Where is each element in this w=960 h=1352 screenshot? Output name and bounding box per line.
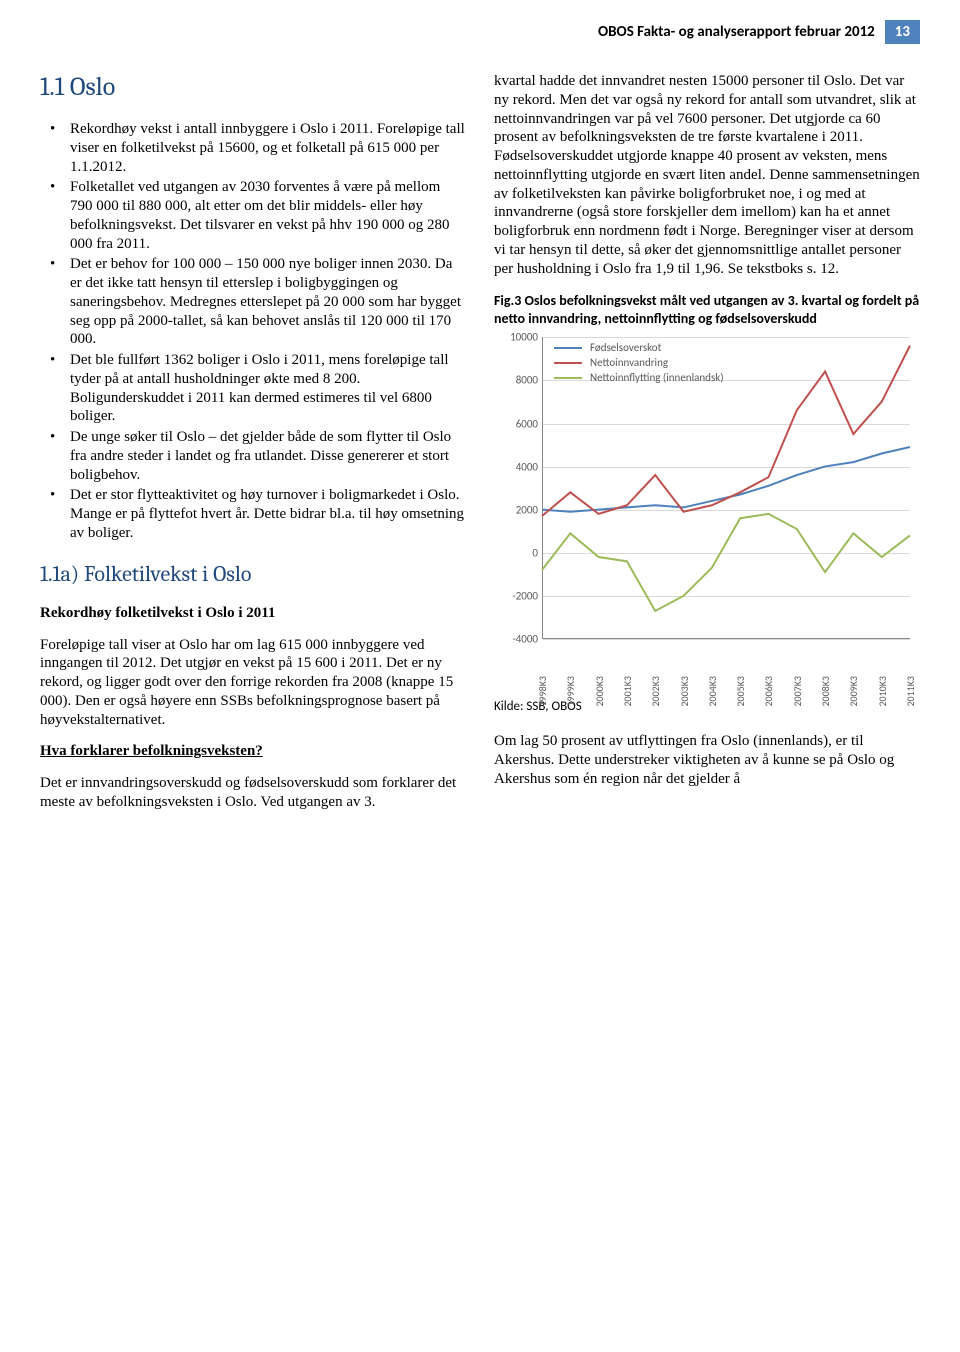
legend-item: Nettoinnvandring	[554, 356, 724, 369]
chart-series-line	[542, 447, 910, 512]
body-paragraph: Om lag 50 prosent av utflyttingen fra Os…	[494, 732, 920, 788]
list-item: Det ble fullført 1362 boliger i Oslo i 2…	[40, 351, 466, 426]
legend-label: Nettoinnflytting (innenlandsk)	[590, 371, 724, 384]
bullet-list: Rekordhøy vekst i antall innbyggere i Os…	[40, 120, 466, 543]
right-column: kvartal hadde det innvandret nesten 1500…	[494, 72, 920, 826]
legend-swatch	[554, 377, 582, 379]
legend-swatch	[554, 362, 582, 364]
page-number-badge: 13	[885, 20, 920, 44]
paragraph-lead: Rekordhøy folketilvekst i Oslo i 2011	[40, 605, 466, 622]
legend-label: Fødselsoverskot	[590, 341, 661, 354]
page-header: OBOS Fakta- og analyserapport februar 20…	[40, 20, 920, 44]
section-heading: 1.1 Oslo	[40, 72, 466, 102]
report-title: OBOS Fakta- og analyserapport februar 20…	[598, 23, 885, 41]
list-item: Folketallet ved utgangen av 2030 forvent…	[40, 178, 466, 253]
list-item: De unge søker til Oslo – det gjelder båd…	[40, 428, 466, 484]
figure-caption: Fig.3 Oslos befolkningsvekst målt ved ut…	[494, 292, 920, 327]
legend-item: Nettoinnflytting (innenlandsk)	[554, 371, 724, 384]
legend-label: Nettoinnvandring	[590, 356, 668, 369]
paragraph-lead-underline: Hva forklarer befolkningsveksten?	[40, 743, 466, 760]
legend-item: Fødselsoverskot	[554, 341, 724, 354]
body-paragraph: kvartal hadde det innvandret nesten 1500…	[494, 72, 920, 278]
chart-container: -4000-200002000400060008000100001998K319…	[494, 329, 920, 689]
subsection-heading: 1.1a) Folketilvekst i Oslo	[40, 561, 466, 587]
line-chart: -4000-200002000400060008000100001998K319…	[494, 329, 914, 689]
chart-series-line	[542, 514, 910, 611]
list-item: Det er behov for 100 000 – 150 000 nye b…	[40, 255, 466, 349]
legend-swatch	[554, 347, 582, 349]
list-item: Det er stor flytteaktivitet og høy turno…	[40, 486, 466, 542]
content-columns: 1.1 Oslo Rekordhøy vekst i antall innbyg…	[40, 72, 920, 826]
list-item: Rekordhøy vekst i antall innbyggere i Os…	[40, 120, 466, 176]
body-paragraph: Det er innvandringsoverskudd og fødselso…	[40, 774, 466, 812]
chart-legend: Fødselsoverskot Nettoinnvandring Nettoinnf…	[554, 341, 724, 386]
left-column: 1.1 Oslo Rekordhøy vekst i antall innbyg…	[40, 72, 466, 826]
body-paragraph: Foreløpige tall viser at Oslo har om lag…	[40, 636, 466, 730]
